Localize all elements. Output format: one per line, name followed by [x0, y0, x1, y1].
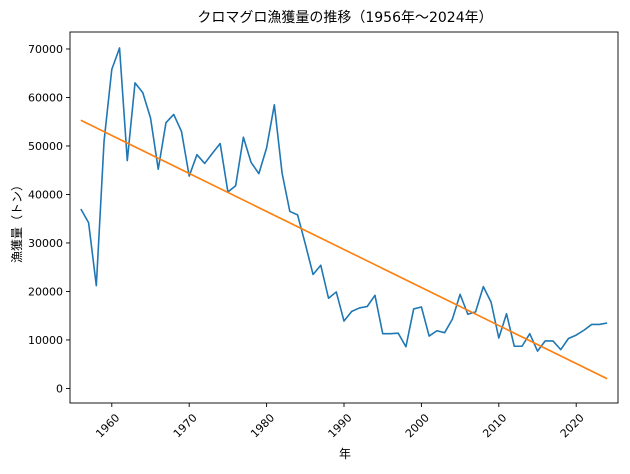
- plot-area: 0 10000 20000 30000 40000 50000 60000 70000 1960…: [28, 31, 619, 440]
- y-tick-label: 0: [56, 382, 63, 395]
- trend-line: [80, 119, 608, 380]
- x-tick-label: 1990: [326, 411, 355, 440]
- y-tick-label: 60000: [28, 91, 63, 104]
- y-axis-label: 漁獲量（トン）: [10, 179, 24, 263]
- y-tick-label: 10000: [28, 334, 63, 347]
- x-tick-label: 1960: [93, 411, 122, 440]
- x-tick-label: 2010: [480, 411, 509, 440]
- x-tick-label: 1970: [171, 411, 200, 440]
- x-tick-label: 2020: [558, 411, 587, 440]
- y-tick-label: 40000: [28, 188, 63, 201]
- x-tick-label: 2000: [403, 411, 432, 440]
- catch-series-line: [80, 47, 608, 352]
- y-tick-label: 70000: [28, 43, 63, 56]
- x-tick-label: 1980: [248, 411, 277, 440]
- x-axis-label: 年: [339, 447, 351, 461]
- y-tick-label: 20000: [28, 285, 63, 298]
- y-tick-label: 50000: [28, 140, 63, 153]
- y-tick-label: 30000: [28, 237, 63, 250]
- chart-title: クロマグロ漁獲量の推移（1956年〜2024年）: [197, 10, 492, 26]
